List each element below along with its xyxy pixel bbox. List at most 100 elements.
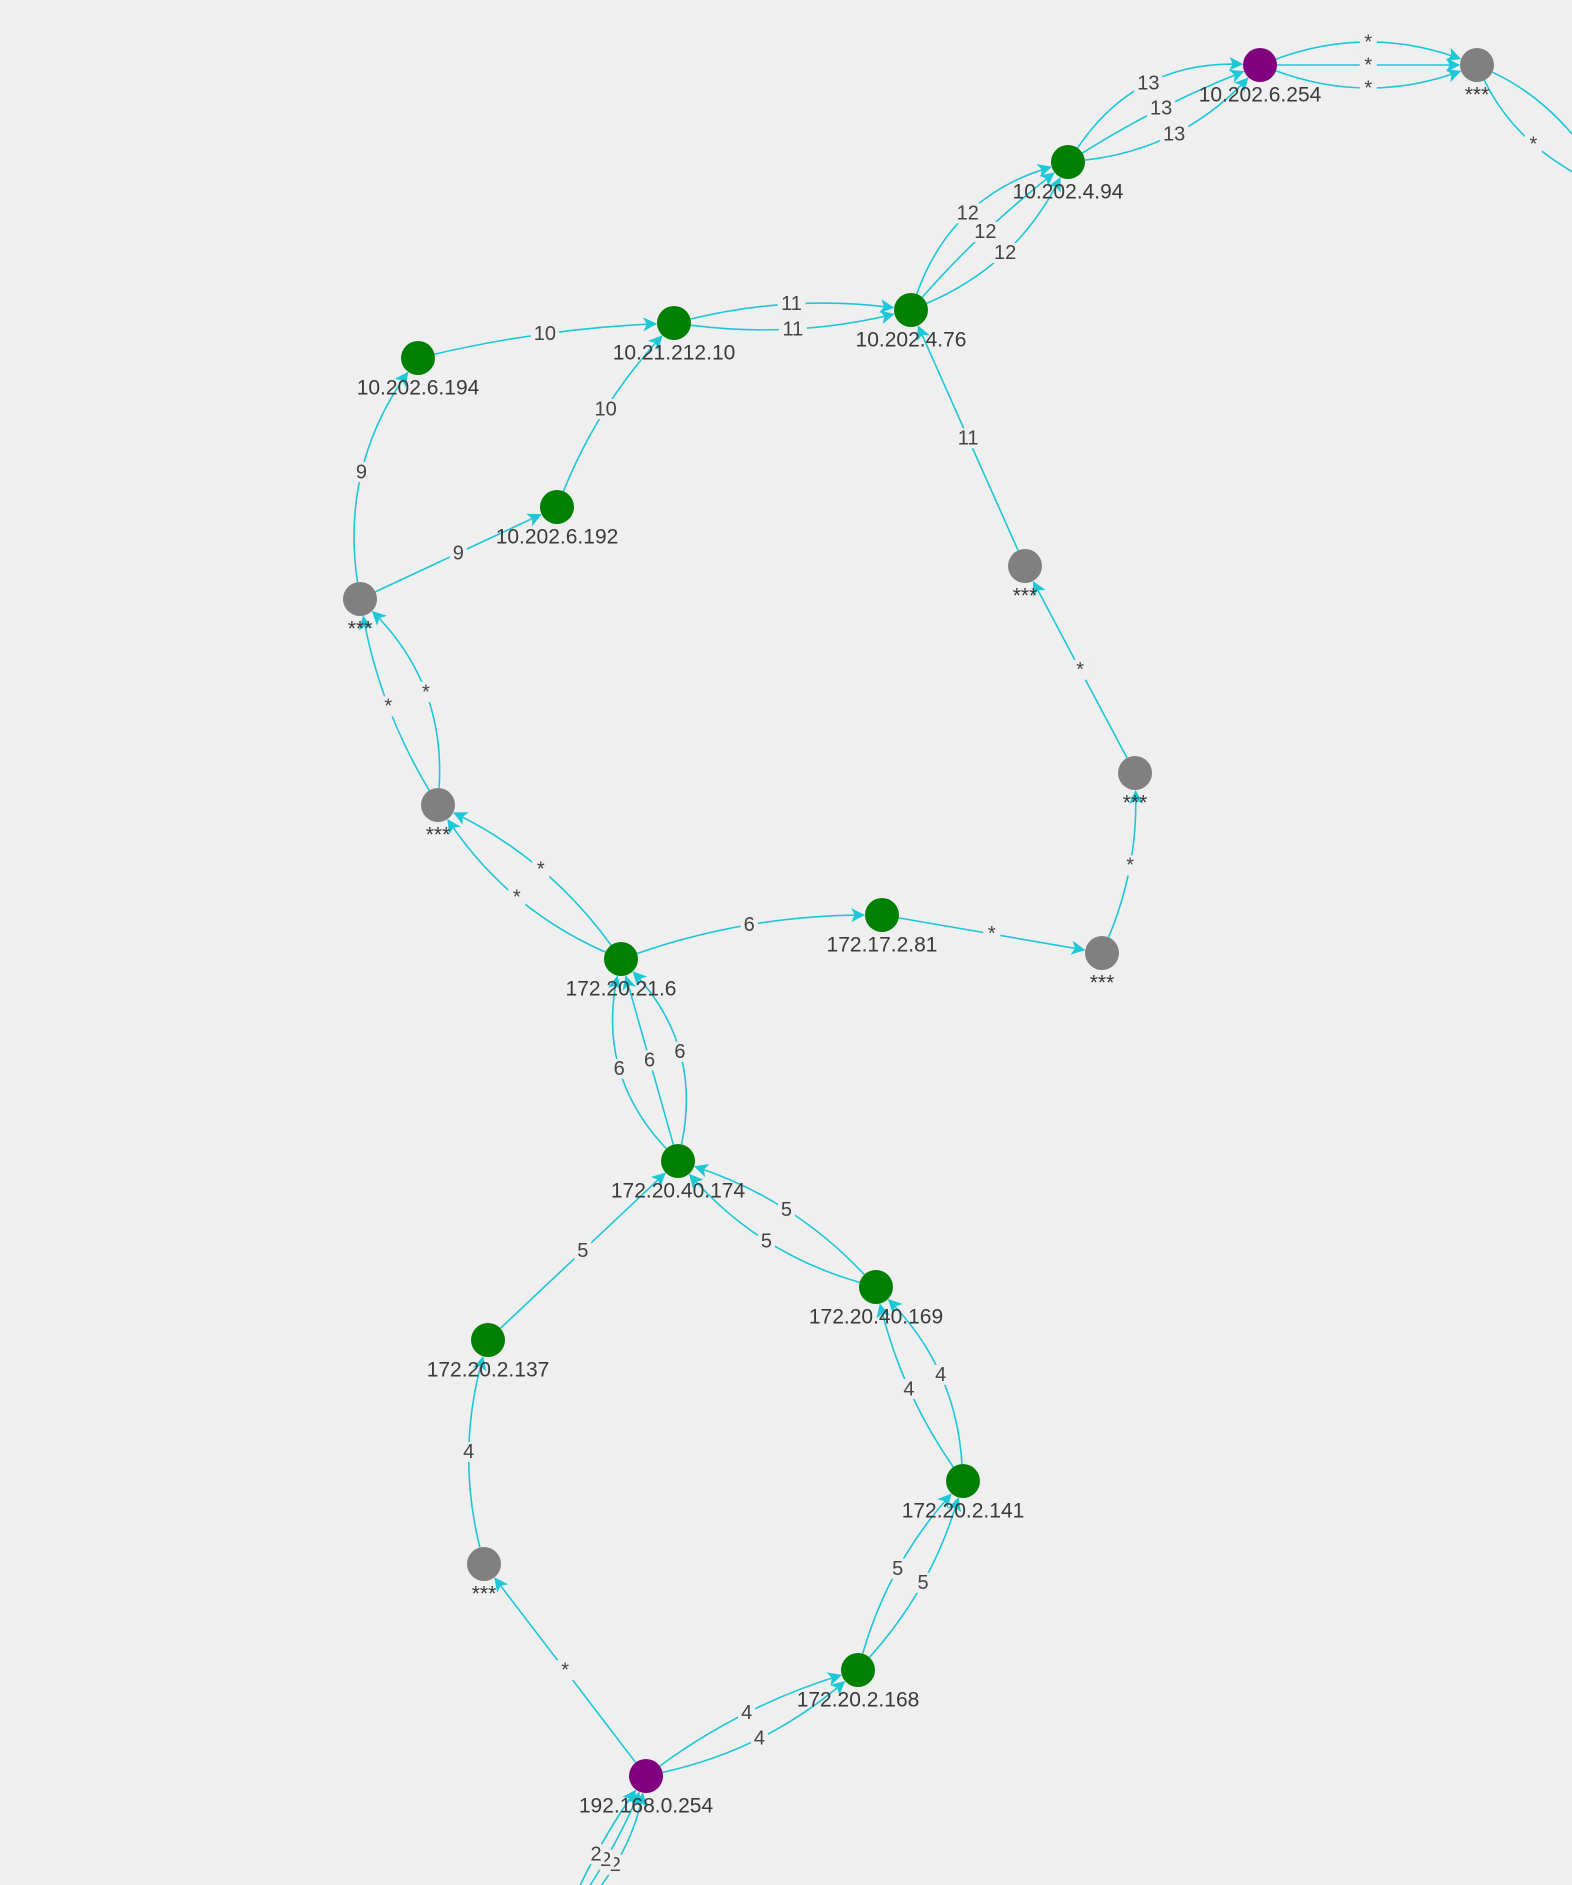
unknown-hop-node[interactable]: *** [467,1547,501,1605]
edge-label-background [738,1702,756,1723]
hop-node[interactable]: 172.20.21.6 [566,942,677,1000]
edge-label-background [574,1240,592,1261]
edge-label-text: 11 [783,318,804,340]
edge-label-background [971,221,1000,242]
edge-label-text: 10 [594,398,616,420]
hop-node[interactable]: 172.20.40.169 [809,1270,943,1328]
edge-label-text: 2 [600,1849,611,1871]
edge-label: * [1524,133,1542,155]
node-circle[interactable] [661,1144,695,1178]
edge-label: 5 [777,1199,795,1221]
edge-label-background [953,203,982,224]
edge-label-text: 5 [781,1199,792,1221]
node-circle[interactable] [467,1547,501,1581]
edge-label-background [587,1844,605,1865]
edge-label-background [889,1558,907,1579]
hop-node[interactable]: 10.202.6.194 [357,341,480,399]
unknown-hop-node[interactable]: *** [1118,756,1152,814]
node-label: *** [1123,791,1148,814]
node-circle[interactable] [894,293,928,327]
edge-label-text: * [1126,855,1134,877]
node-circle[interactable] [1460,48,1494,82]
unknown-hop-node[interactable]: *** [1008,549,1042,607]
edge-label-text: * [537,858,545,880]
edge-label: 6 [641,1050,659,1072]
node-circle[interactable] [657,306,691,340]
node-circle[interactable] [946,1464,980,1498]
edge-label-background [740,914,758,935]
edge-label-text: 5 [892,1558,903,1580]
edge-label: * [417,681,435,703]
edge-label: 10 [530,323,559,345]
node-circle[interactable] [865,898,899,932]
edge-label-background [532,859,550,880]
hop-node[interactable]: 10.202.4.76 [856,293,967,351]
hop-node[interactable]: 172.20.2.168 [797,1653,920,1711]
edge-label: 6 [671,1041,689,1063]
node-circle[interactable] [343,582,377,616]
edge-label: 12 [971,221,1000,243]
node-label: *** [426,823,451,846]
edge-label-text: * [1364,77,1372,99]
edge-label: 13 [1134,72,1163,94]
node-label: 10.202.6.194 [357,376,480,399]
edge-label-background [610,1058,628,1079]
edge-label: 11 [778,318,807,340]
hop-node[interactable]: 172.20.40.174 [611,1144,746,1202]
endpoint-node[interactable]: 192.168.0.254 [579,1759,714,1817]
edge-label-background [757,1231,775,1252]
unknown-hop-node[interactable]: *** [343,582,377,640]
edge-label-background [1071,659,1089,680]
node-circle[interactable] [540,490,574,524]
edge-label-text: 9 [453,542,464,564]
edges-layer [353,41,1572,1885]
edge-label-background [352,462,370,483]
node-label: 172.20.2.141 [902,1499,1025,1522]
node-label: 172.20.21.6 [566,977,677,1000]
node-label: 172.20.40.169 [809,1305,943,1328]
endpoint-node[interactable]: 10.202.6.254 [1199,48,1322,106]
node-circle[interactable] [1118,756,1152,790]
hop-node[interactable]: 10.21.212.10 [613,306,736,364]
node-circle[interactable] [604,942,638,976]
edge-label-text: 6 [744,914,755,936]
edge-label-background [379,696,397,717]
edge-label-background [1359,55,1377,75]
edge-label: 4 [738,1702,756,1724]
edge-label: 11 [777,293,806,315]
node-label: *** [1465,83,1490,106]
edge-label-background [1359,78,1377,99]
edge-label: * [983,923,1001,945]
node-circle[interactable] [471,1323,505,1357]
edge-label-text: 9 [356,461,367,483]
node-circle[interactable] [859,1270,893,1304]
hop-node[interactable]: 10.202.4.94 [1013,145,1124,203]
edge-label-text: 2 [590,1844,601,1866]
edge-label-background [983,923,1001,944]
unknown-hop-node[interactable]: *** [1085,936,1119,994]
node-circle[interactable] [1008,549,1042,583]
edge-label-background [460,1441,478,1462]
unknown-hop-node[interactable]: *** [421,788,455,846]
hop-node[interactable]: 172.20.2.141 [902,1464,1025,1522]
edge-label: 10 [591,398,620,420]
hop-node[interactable]: 172.20.2.137 [427,1323,550,1381]
edge-label-text: 4 [935,1364,946,1386]
edge-label-text: * [1364,54,1372,76]
node-circle[interactable] [629,1759,663,1793]
edge-label-text: 6 [674,1041,685,1063]
unknown-hop-node[interactable]: *** [1460,48,1494,106]
node-circle[interactable] [1243,48,1277,82]
node-circle[interactable] [841,1653,875,1687]
node-circle[interactable] [1085,936,1119,970]
node-circle[interactable] [401,341,435,375]
edge-n14-to-n10 [453,812,612,946]
node-circle[interactable] [421,788,455,822]
edge-label-background [777,293,806,314]
edge-label-text: 4 [741,1702,752,1724]
node-circle[interactable] [1051,145,1085,179]
hop-node[interactable]: 172.17.2.81 [827,898,938,956]
hop-node[interactable]: 10.202.6.192 [496,490,619,548]
edge-label: * [532,858,550,880]
